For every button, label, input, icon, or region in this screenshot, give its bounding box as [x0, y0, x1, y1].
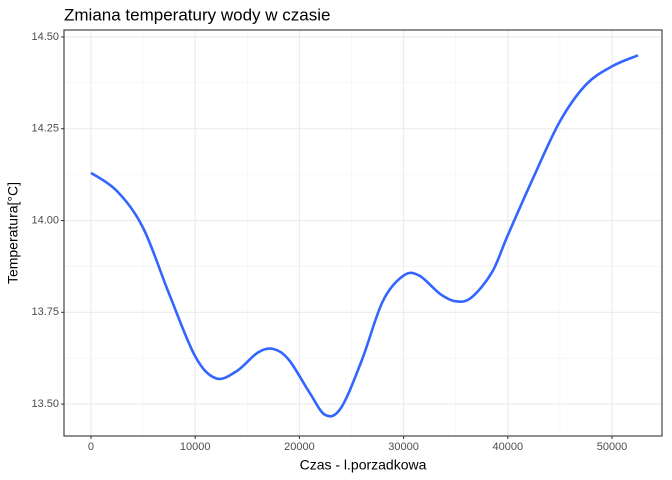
y-tick-label: 14.00 [31, 214, 59, 226]
x-tick-label: 10000 [180, 441, 211, 453]
x-tick-label: 50000 [597, 441, 628, 453]
y-tick-label: 14.50 [31, 31, 59, 43]
y-axis-title: Temperatura[°C] [5, 182, 21, 284]
x-tick-label: 30000 [388, 441, 419, 453]
x-axis-title: Czas - l.porzadkowa [300, 457, 427, 473]
x-tick-label: 0 [88, 441, 94, 453]
y-tick-label: 13.75 [31, 306, 59, 318]
x-tick-label: 40000 [493, 441, 524, 453]
y-tick-label: 14.25 [31, 123, 59, 135]
panel-border [63, 29, 663, 437]
data-line [90, 54, 639, 418]
x-tick-label: 20000 [284, 441, 315, 453]
y-tick-label: 13.50 [31, 398, 59, 410]
chart-title: Zmiana temperatury wody w czasie [64, 5, 330, 24]
